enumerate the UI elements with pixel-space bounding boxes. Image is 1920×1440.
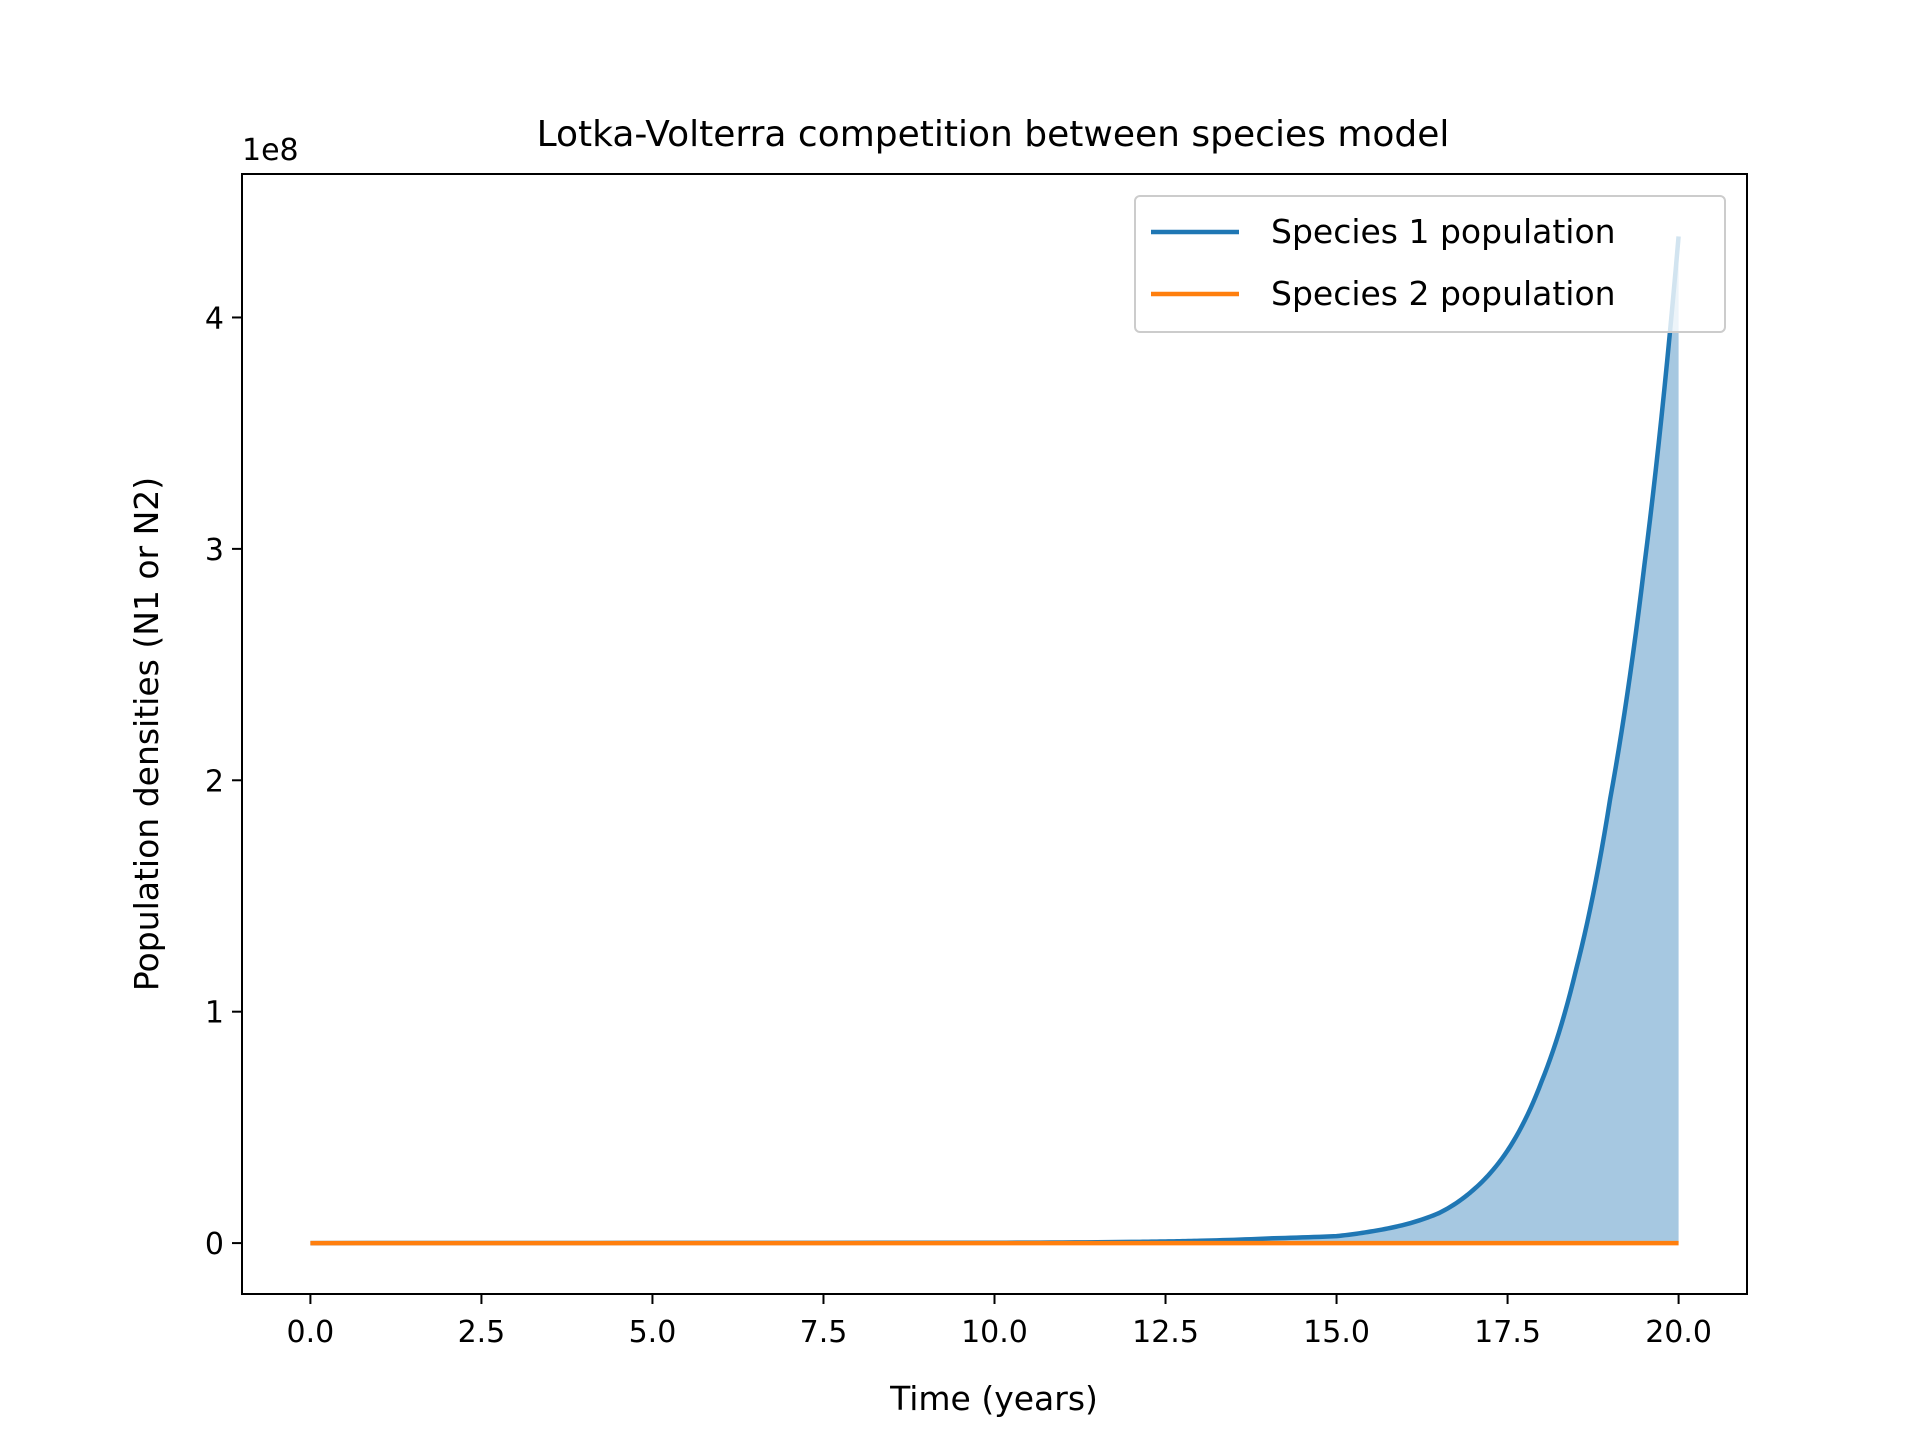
x-tick-label: 10.0 xyxy=(961,1315,1028,1350)
series-1-line xyxy=(310,236,1681,1246)
x-axis-ticks: 0.0 2.5 5.0 7.5 10.0 12.5 15.0 17.5 20.0 xyxy=(287,1294,1712,1350)
y-tick-label: 4 xyxy=(205,301,224,336)
x-tick-label: 12.5 xyxy=(1132,1315,1199,1350)
y-tick-label: 3 xyxy=(205,533,224,568)
y-axis-ticks: 0 1 2 3 4 xyxy=(205,301,242,1262)
plot-area xyxy=(310,236,1681,1246)
y-tick-label: 1 xyxy=(205,996,224,1031)
x-tick-label: 20.0 xyxy=(1645,1315,1712,1350)
chart-title: Lotka-Volterra competition between speci… xyxy=(537,114,1450,155)
x-tick-label: 5.0 xyxy=(629,1315,677,1350)
x-axis-label: Time (years) xyxy=(889,1379,1098,1418)
y-tick-label: 0 xyxy=(205,1227,224,1262)
x-tick-label: 2.5 xyxy=(458,1315,506,1350)
x-tick-label: 7.5 xyxy=(800,1315,848,1350)
legend-label-1: Species 1 population xyxy=(1271,212,1616,251)
y-axis-label: Population densities (N1 or N2) xyxy=(127,477,166,991)
y-tick-label: 2 xyxy=(205,764,224,799)
legend-box xyxy=(1134,195,1726,333)
legend: Species 1 population Species 2 population xyxy=(1134,195,1726,333)
y-offset-label: 1e8 xyxy=(242,133,299,168)
series-1-fill xyxy=(310,236,1679,1244)
x-tick-label: 17.5 xyxy=(1474,1315,1541,1350)
x-tick-label: 0.0 xyxy=(287,1315,335,1350)
x-tick-label: 15.0 xyxy=(1303,1315,1370,1350)
legend-label-2: Species 2 population xyxy=(1271,274,1616,313)
